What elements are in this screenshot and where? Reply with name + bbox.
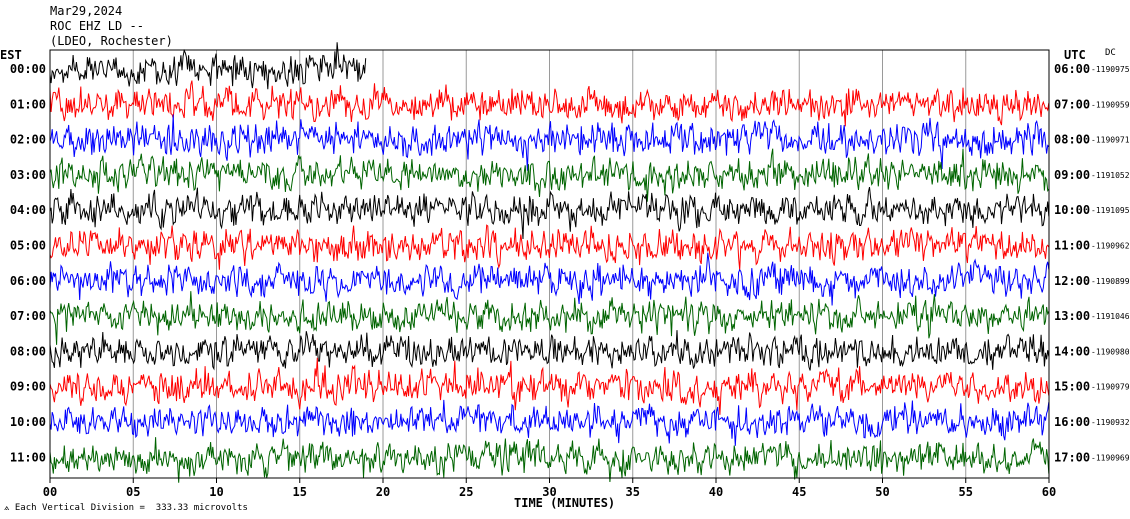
x-tick-label: 55 <box>959 485 973 499</box>
est-time-label: 01:00 <box>10 97 46 111</box>
utc-time-label: 08:00 <box>1054 133 1090 147</box>
utc-time-label: 07:00 <box>1054 97 1090 111</box>
seismic-trace <box>49 357 1050 415</box>
x-tick-label: 30 <box>542 485 556 499</box>
utc-time-label: 09:00 <box>1054 168 1090 182</box>
x-tick-label: 45 <box>792 485 806 499</box>
seismic-trace <box>49 399 1050 446</box>
dc-offset-value: -1190899 <box>1091 277 1130 286</box>
header-station: ROC EHZ LD -- <box>50 19 144 33</box>
x-tick-label: 20 <box>376 485 390 499</box>
est-time-label: 02:00 <box>10 133 46 147</box>
x-tick-label: 60 <box>1042 485 1056 499</box>
x-tick-label: 15 <box>293 485 307 499</box>
scale-note-mark: ⟑ <box>4 503 15 513</box>
scale-note-text: Each Vertical Division = 333.33 microvol… <box>14 503 248 513</box>
utc-time-label: 15:00 <box>1054 380 1090 394</box>
est-time-label: 10:00 <box>10 415 46 429</box>
x-tick-label: 40 <box>709 485 723 499</box>
est-time-label: 05:00 <box>10 239 46 253</box>
est-time-label: 07:00 <box>10 309 46 323</box>
dc-offset-value: -1190962 <box>1091 242 1130 251</box>
seismic-trace <box>49 252 1050 306</box>
dc-offset-value: -1190969 <box>1091 453 1130 462</box>
est-time-label: 06:00 <box>10 274 46 288</box>
seismic-traces <box>49 42 1050 483</box>
x-tick-label: 00 <box>43 485 57 499</box>
utc-time-label: 16:00 <box>1054 415 1090 429</box>
dc-offset-value: -1190932 <box>1091 418 1130 427</box>
dc-offset-header: DC <box>1105 48 1116 58</box>
dc-offset-value: -1191095 <box>1091 206 1130 215</box>
seismic-trace <box>49 42 367 90</box>
seismic-trace <box>49 80 1050 127</box>
dc-offset-value: -1191052 <box>1091 171 1130 180</box>
est-time-label: 11:00 <box>10 450 46 464</box>
utc-time-label: 10:00 <box>1054 203 1090 217</box>
est-time-label: 04:00 <box>10 203 46 217</box>
x-tick-label: 05 <box>126 485 140 499</box>
est-time-label: 08:00 <box>10 344 46 358</box>
seismic-trace <box>49 224 1050 271</box>
x-axis-title: TIME (MINUTES) <box>514 496 616 510</box>
est-time-label: 09:00 <box>10 380 46 394</box>
utc-time-label: 12:00 <box>1054 274 1090 288</box>
utc-time-label: 14:00 <box>1054 344 1090 358</box>
dc-offset-value: -1190980 <box>1091 347 1130 356</box>
dc-offset-value: -1190975 <box>1091 65 1130 74</box>
seismic-trace <box>49 114 1050 171</box>
seismic-trace <box>49 291 1050 345</box>
right-timezone-label: UTC <box>1064 48 1086 62</box>
est-time-label: 00:00 <box>10 62 46 76</box>
seismic-trace <box>49 186 1050 240</box>
scale-note: ⟑ Each Vertical Division = 333.33 microv… <box>4 503 248 513</box>
x-tick-label: 50 <box>875 485 889 499</box>
seismic-trace <box>49 148 1050 202</box>
utc-time-label: 17:00 <box>1054 450 1090 464</box>
seismic-trace <box>49 330 1050 371</box>
x-tick-label: 35 <box>626 485 640 499</box>
dc-offset-value: -1191046 <box>1091 312 1130 321</box>
seismic-trace <box>49 437 1050 483</box>
x-tick-label: 10 <box>209 485 223 499</box>
dc-offset-value: -1190959 <box>1091 100 1130 109</box>
left-timezone-label: EST <box>0 48 22 62</box>
header-location: (LDEO, Rochester) <box>50 34 173 48</box>
dc-offset-value: -1190971 <box>1091 136 1130 145</box>
utc-time-label: 06:00 <box>1054 62 1090 76</box>
utc-time-label: 11:00 <box>1054 239 1090 253</box>
x-tick-label: 25 <box>459 485 473 499</box>
dc-offset-value: -1190979 <box>1091 383 1130 392</box>
header-date: Mar29,2024 <box>50 4 123 18</box>
utc-time-label: 13:00 <box>1054 309 1090 323</box>
est-time-label: 03:00 <box>10 168 46 182</box>
